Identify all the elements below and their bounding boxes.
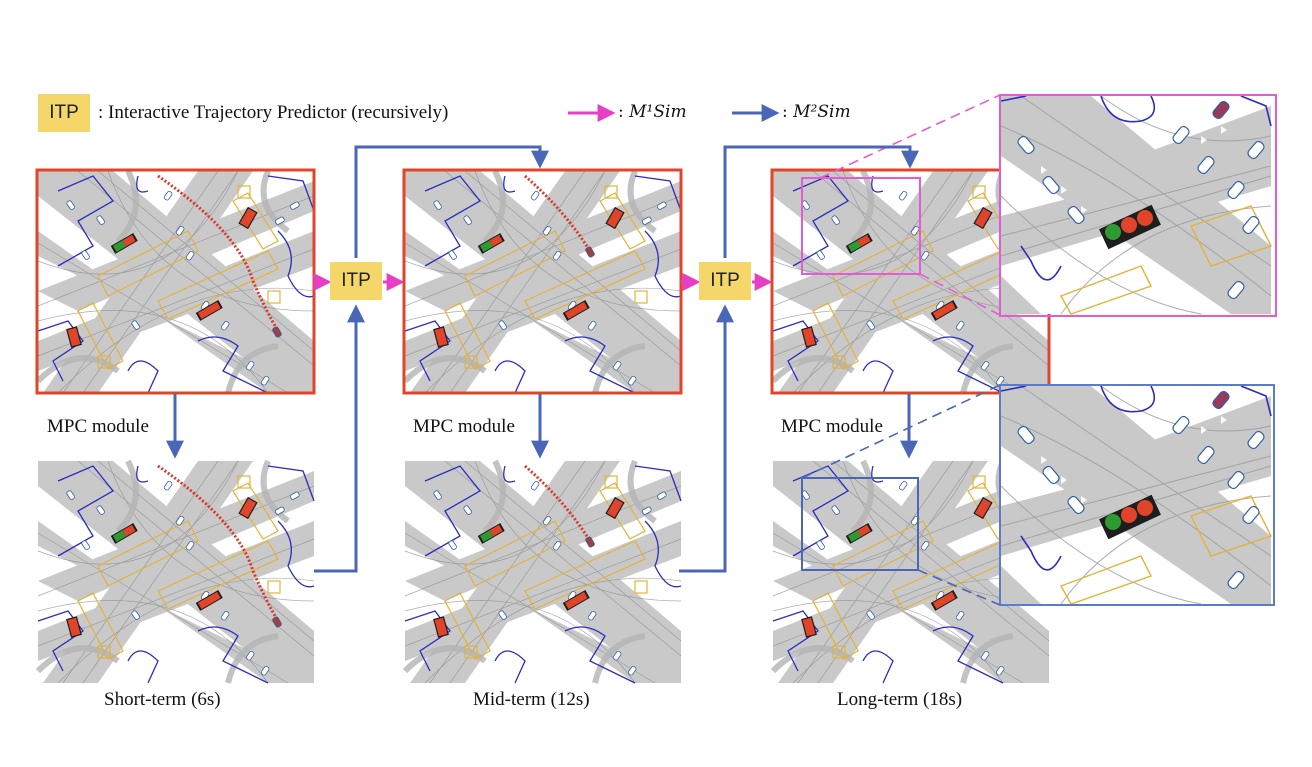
- mpc-label-long: MPC module: [781, 416, 883, 437]
- arrow-m2-itp-to-long: [723, 145, 919, 258]
- panel-long-term-bottom: [773, 461, 1049, 683]
- horizon-label-short: Short-term (6s): [104, 689, 221, 710]
- legend-m1: : M¹Sim: [618, 102, 687, 122]
- zoom-connector-bottom-1: [801, 384, 1001, 479]
- mpc-label-mid: MPC module: [413, 416, 515, 437]
- zoom-region-bottom: [801, 477, 919, 571]
- legend-m2: : M²Sim: [782, 102, 851, 122]
- arrow-m2-short-to-itp: [314, 304, 365, 573]
- legend-itp-box: ITP: [38, 94, 90, 132]
- horizon-label-long: Long-term (18s): [837, 689, 963, 710]
- arrow-m2-mid-to-itp: [679, 304, 734, 573]
- legend-m2-label: M²Sim: [793, 102, 851, 122]
- legend-itp-description: : Interactive Trajectory Predictor (recu…: [98, 102, 449, 123]
- zoom-region-top: [801, 177, 921, 275]
- legend-m1-label: M¹Sim: [629, 102, 687, 122]
- panel-mid-term-top: [404, 170, 681, 393]
- legend-m1-prefix: :: [618, 102, 630, 122]
- horizon-label-mid: Mid-term (12s): [473, 689, 590, 710]
- panel-short-term-bottom: [38, 461, 314, 683]
- panel-mid-term-bottom: [405, 461, 681, 683]
- zoom-connector-top-1: [819, 94, 1001, 179]
- mpc-label-short: MPC module: [47, 416, 149, 437]
- zoom-panel-bottom: [999, 384, 1275, 606]
- zoom-panel-top: [999, 94, 1277, 317]
- itp-block-1: ITP: [330, 262, 382, 300]
- panel-short-term-top: [37, 170, 314, 393]
- itp-block-2: ITP: [699, 262, 751, 300]
- legend-m2-prefix: :: [782, 102, 794, 122]
- arrow-m2-itp-to-mid: [354, 145, 549, 258]
